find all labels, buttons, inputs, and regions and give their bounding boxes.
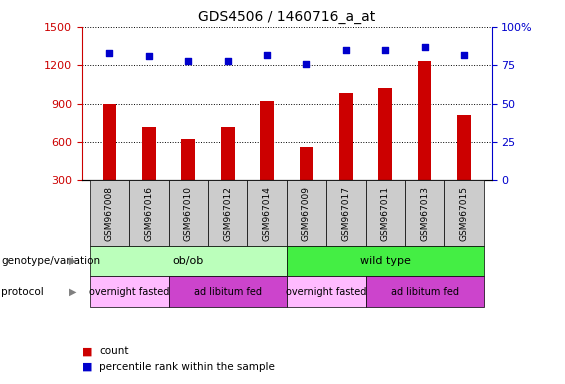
Text: GSM967008: GSM967008 <box>105 185 114 241</box>
Bar <box>379 88 392 219</box>
Bar <box>366 180 405 246</box>
Text: genotype/variation: genotype/variation <box>1 256 100 266</box>
Bar <box>457 115 471 219</box>
Bar <box>208 180 247 246</box>
Text: GSM967015: GSM967015 <box>459 185 468 241</box>
Bar <box>287 180 326 246</box>
Text: ■: ■ <box>82 346 93 356</box>
Text: GSM967014: GSM967014 <box>263 186 272 240</box>
Text: percentile rank within the sample: percentile rank within the sample <box>99 362 275 372</box>
Bar <box>168 180 208 246</box>
Point <box>223 58 232 64</box>
Point <box>263 51 272 58</box>
Text: overnight fasted: overnight fasted <box>89 287 170 297</box>
Bar <box>287 246 484 276</box>
Text: GSM967011: GSM967011 <box>381 185 390 241</box>
Text: GSM967017: GSM967017 <box>341 185 350 241</box>
Bar <box>366 276 484 307</box>
Text: GSM967016: GSM967016 <box>145 185 153 241</box>
Text: count: count <box>99 346 128 356</box>
Text: wild type: wild type <box>360 256 411 266</box>
Bar <box>444 180 484 246</box>
Point <box>105 50 114 56</box>
Point <box>184 58 193 64</box>
Bar <box>103 104 116 219</box>
Text: GSM967009: GSM967009 <box>302 185 311 241</box>
Text: GSM967013: GSM967013 <box>420 185 429 241</box>
Bar <box>90 246 287 276</box>
Bar <box>299 147 314 219</box>
Title: GDS4506 / 1460716_a_at: GDS4506 / 1460716_a_at <box>198 10 375 25</box>
Bar <box>287 276 366 307</box>
Text: overnight fasted: overnight fasted <box>286 287 366 297</box>
Bar <box>129 180 168 246</box>
Text: ad libitum fed: ad libitum fed <box>390 287 459 297</box>
Text: ob/ob: ob/ob <box>173 256 204 266</box>
Point <box>145 53 154 59</box>
Bar <box>260 101 274 219</box>
Text: GSM967012: GSM967012 <box>223 186 232 240</box>
Bar <box>339 93 353 219</box>
Point <box>420 44 429 50</box>
Bar <box>90 180 129 246</box>
Text: ▶: ▶ <box>69 256 76 266</box>
Bar <box>168 276 287 307</box>
Bar <box>221 127 234 219</box>
Text: GSM967010: GSM967010 <box>184 185 193 241</box>
Bar <box>142 127 156 219</box>
Bar <box>90 276 168 307</box>
Text: protocol: protocol <box>1 287 44 297</box>
Point <box>381 47 390 53</box>
Text: ■: ■ <box>82 362 93 372</box>
Bar <box>247 180 287 246</box>
Bar <box>326 180 366 246</box>
Point <box>341 47 350 53</box>
Bar <box>405 180 444 246</box>
Point <box>459 51 468 58</box>
Text: ▶: ▶ <box>69 287 76 297</box>
Bar <box>418 61 432 219</box>
Text: ad libitum fed: ad libitum fed <box>194 287 262 297</box>
Bar <box>181 139 195 219</box>
Point <box>302 61 311 67</box>
